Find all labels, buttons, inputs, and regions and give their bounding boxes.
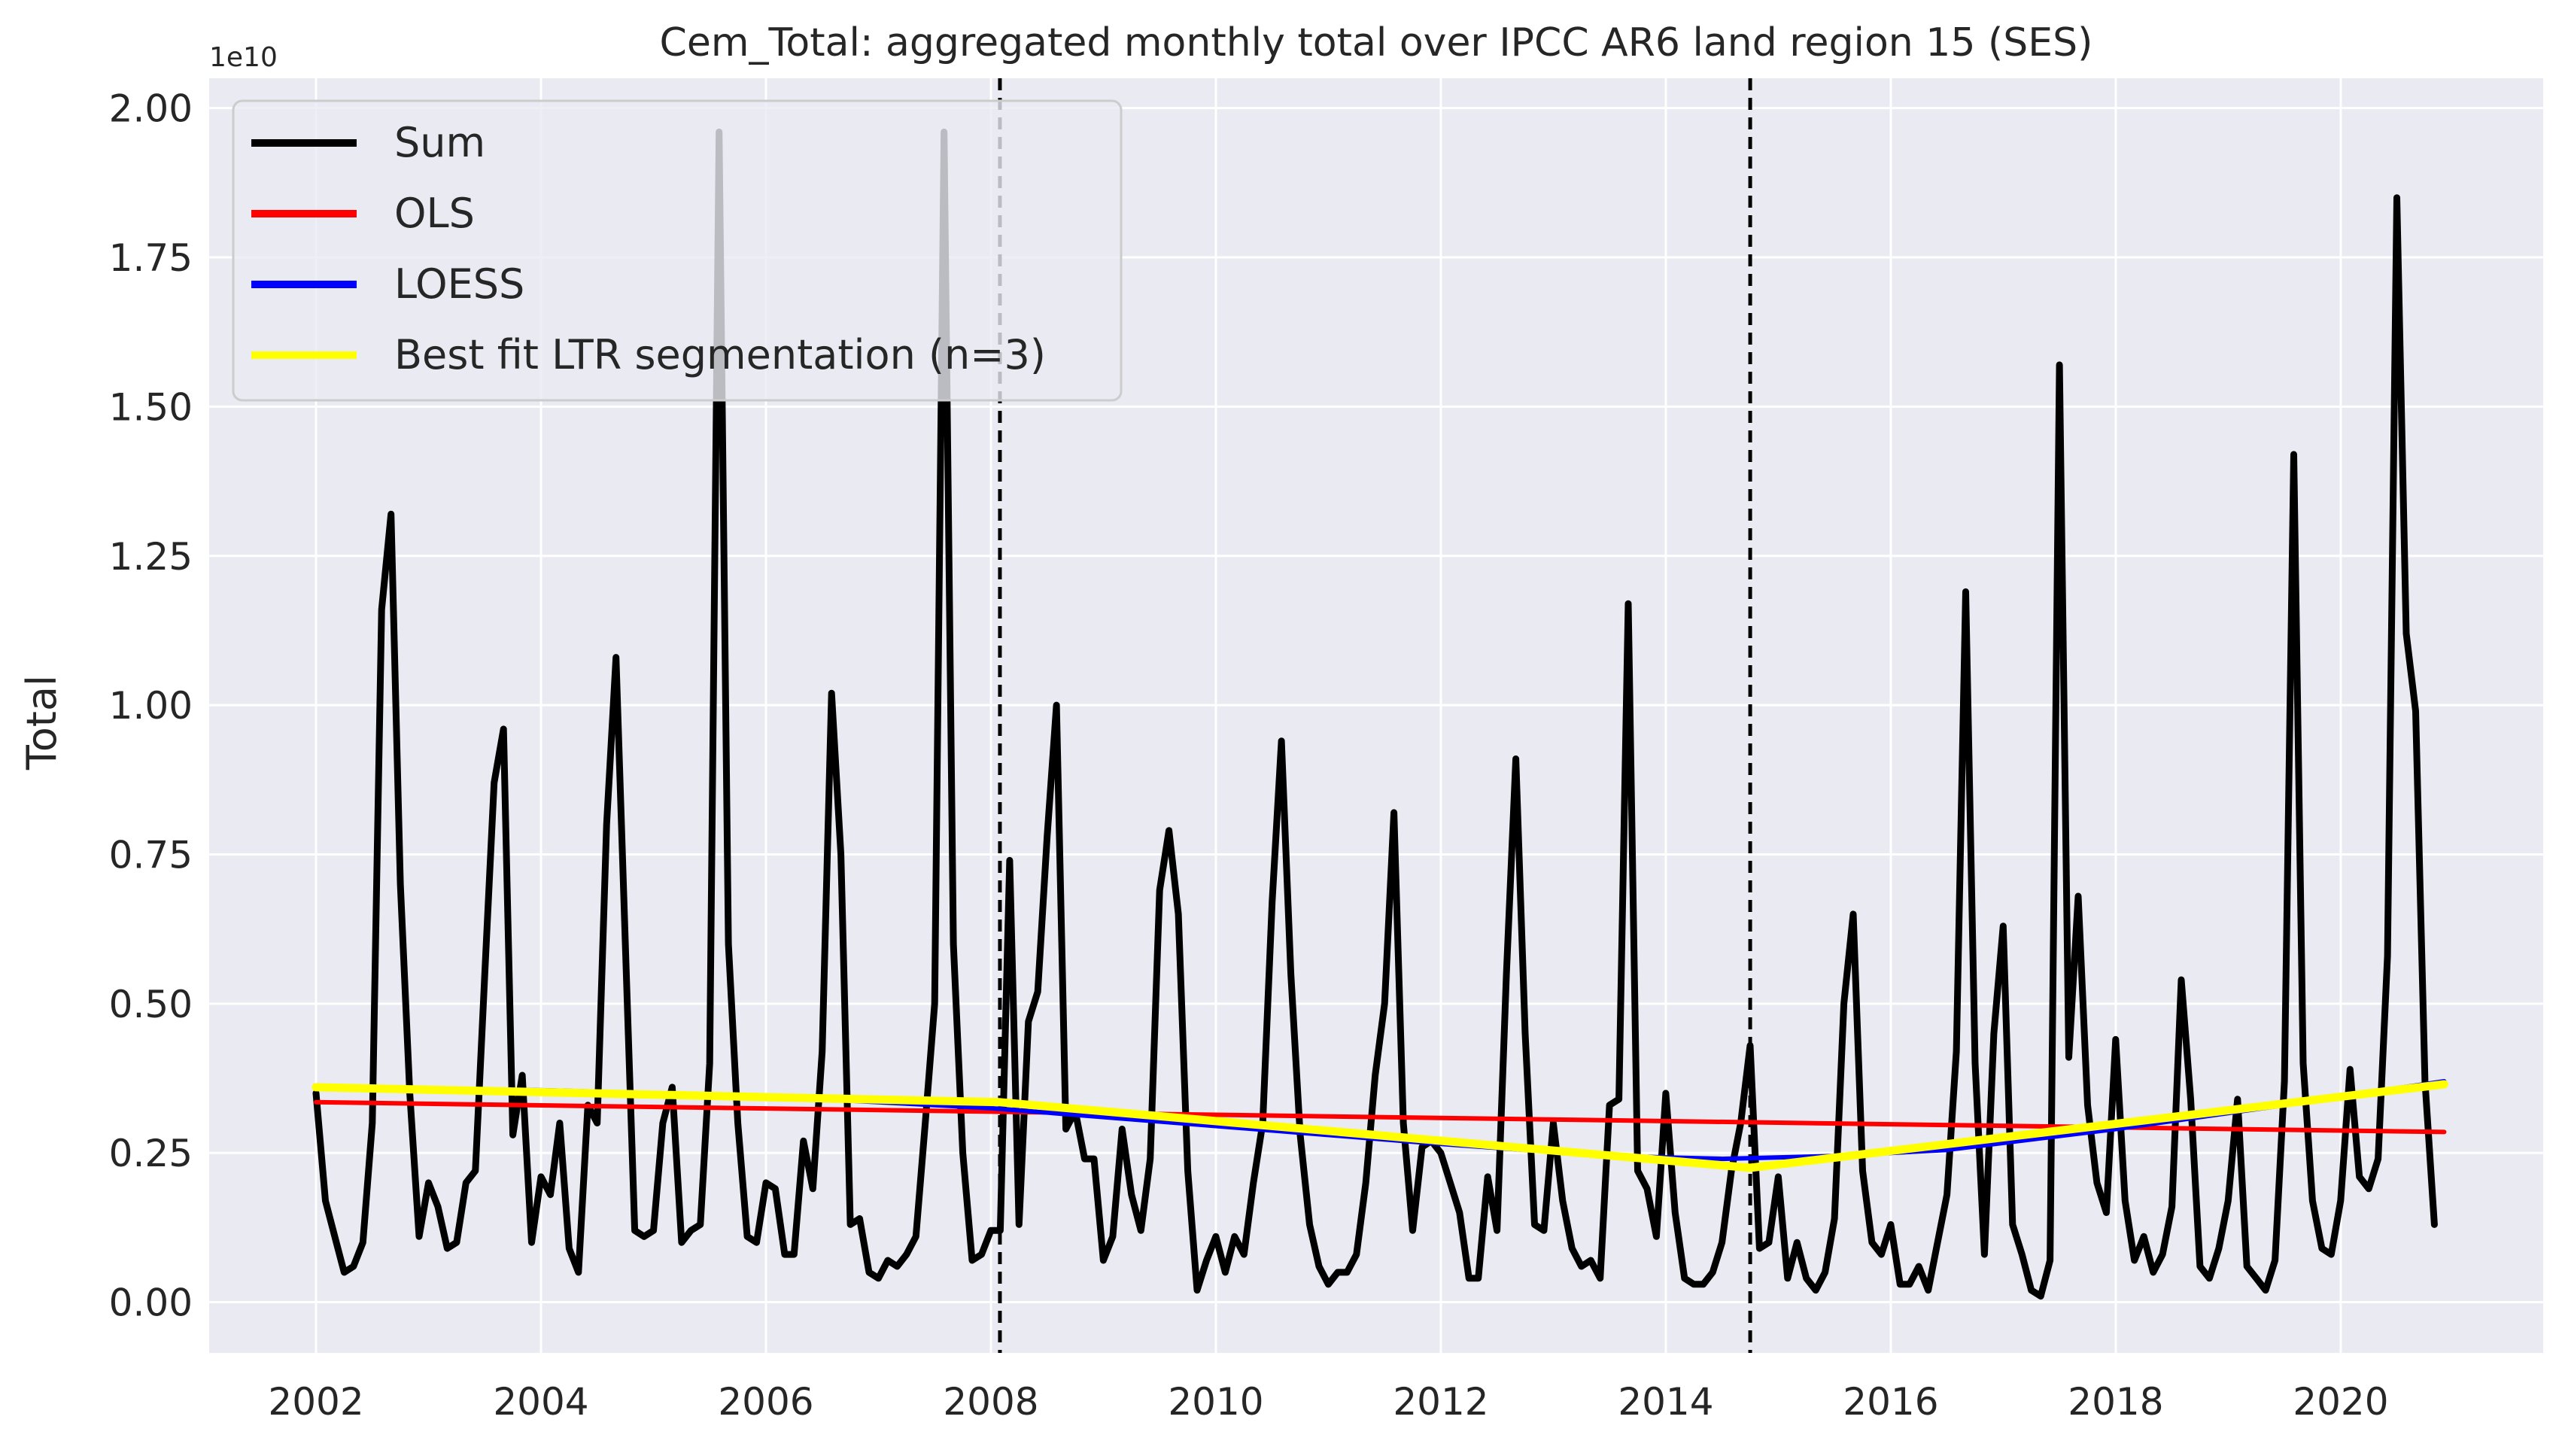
y-offset-label: 1e10 bbox=[209, 42, 278, 73]
gridlines bbox=[209, 78, 2543, 1353]
y-tick-label: 2.00 bbox=[109, 87, 193, 131]
x-tick-label: 2016 bbox=[1843, 1380, 1938, 1424]
chart-title: Cem_Total: aggregated monthly total over… bbox=[660, 20, 2093, 65]
x-tick-label: 2014 bbox=[1618, 1380, 1713, 1424]
legend-label: OLS bbox=[394, 190, 475, 237]
legend-label: LOESS bbox=[394, 260, 524, 308]
x-tick-label: 2006 bbox=[718, 1380, 813, 1424]
y-tick-label: 1.50 bbox=[109, 385, 193, 429]
x-tick-label: 2010 bbox=[1168, 1380, 1263, 1424]
series-group bbox=[312, 128, 2448, 1300]
y-tick-label: 0.25 bbox=[109, 1132, 193, 1175]
y-tick-label: 1.00 bbox=[109, 684, 193, 728]
legend-box bbox=[232, 99, 1123, 402]
y-tick-label: 0.50 bbox=[109, 983, 193, 1026]
x-tick-label: 2008 bbox=[943, 1380, 1038, 1424]
x-tick-label: 2020 bbox=[2293, 1380, 2388, 1424]
x-tick-label: 2012 bbox=[1393, 1380, 1488, 1424]
y-axis-label: Total bbox=[18, 675, 65, 771]
legend: Sum OLS LOESS Best fit LTR segmentation (n=… bbox=[232, 99, 1123, 402]
y-axis-ticks: 0.00 0.25 0.50 0.75 1.00 1.25 1.50 1.75 2.00 bbox=[109, 87, 193, 1325]
series-line-sum bbox=[312, 128, 2438, 1300]
x-tick-label: 2002 bbox=[268, 1380, 363, 1424]
legend-label: Best fit LTR segmentation (n=3) bbox=[394, 331, 1046, 378]
y-tick-label: 1.25 bbox=[109, 535, 193, 579]
y-tick-label: 1.75 bbox=[109, 236, 193, 280]
x-tick-label: 2004 bbox=[493, 1380, 588, 1424]
x-axis-ticks: 2002 2004 2006 2008 2010 2012 2014 2016 2018 2020 bbox=[268, 1380, 2388, 1424]
series-line-best-fit-ltr-segmentation-n-3 bbox=[312, 1080, 2448, 1172]
x-tick-label: 2018 bbox=[2068, 1380, 2163, 1424]
y-tick-label: 0.00 bbox=[109, 1281, 193, 1325]
legend-label: Sum bbox=[394, 119, 485, 166]
y-tick-label: 0.75 bbox=[109, 833, 193, 877]
